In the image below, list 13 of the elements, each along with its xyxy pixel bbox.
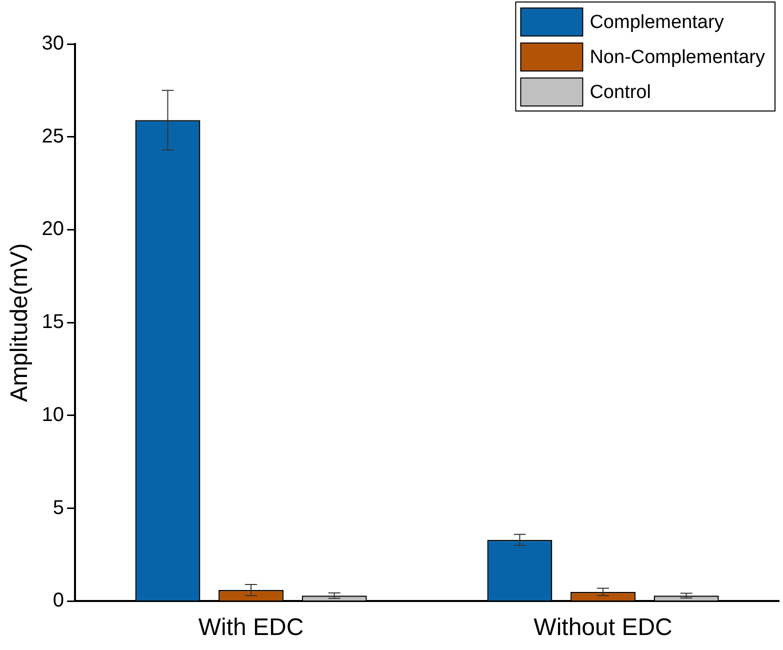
x-tick-label: With EDC (198, 614, 304, 642)
legend-label: Control (590, 82, 651, 104)
y-tick-label: 5 (52, 496, 64, 519)
y-tick-label: 20 (42, 218, 64, 240)
y-tick-label: 15 (42, 311, 64, 334)
legend-label: Non-Complementary (590, 47, 766, 68)
y-tick-label: 30 (42, 32, 64, 55)
y-tick-label: 0 (52, 590, 64, 612)
y-tick-label: 10 (42, 404, 64, 426)
legend-label: Complementary (590, 12, 724, 34)
y-tick-label: 25 (42, 125, 64, 148)
x-tick-label: Without EDC (534, 614, 672, 642)
y-axis-title: Amplitude(mV) (6, 243, 34, 402)
